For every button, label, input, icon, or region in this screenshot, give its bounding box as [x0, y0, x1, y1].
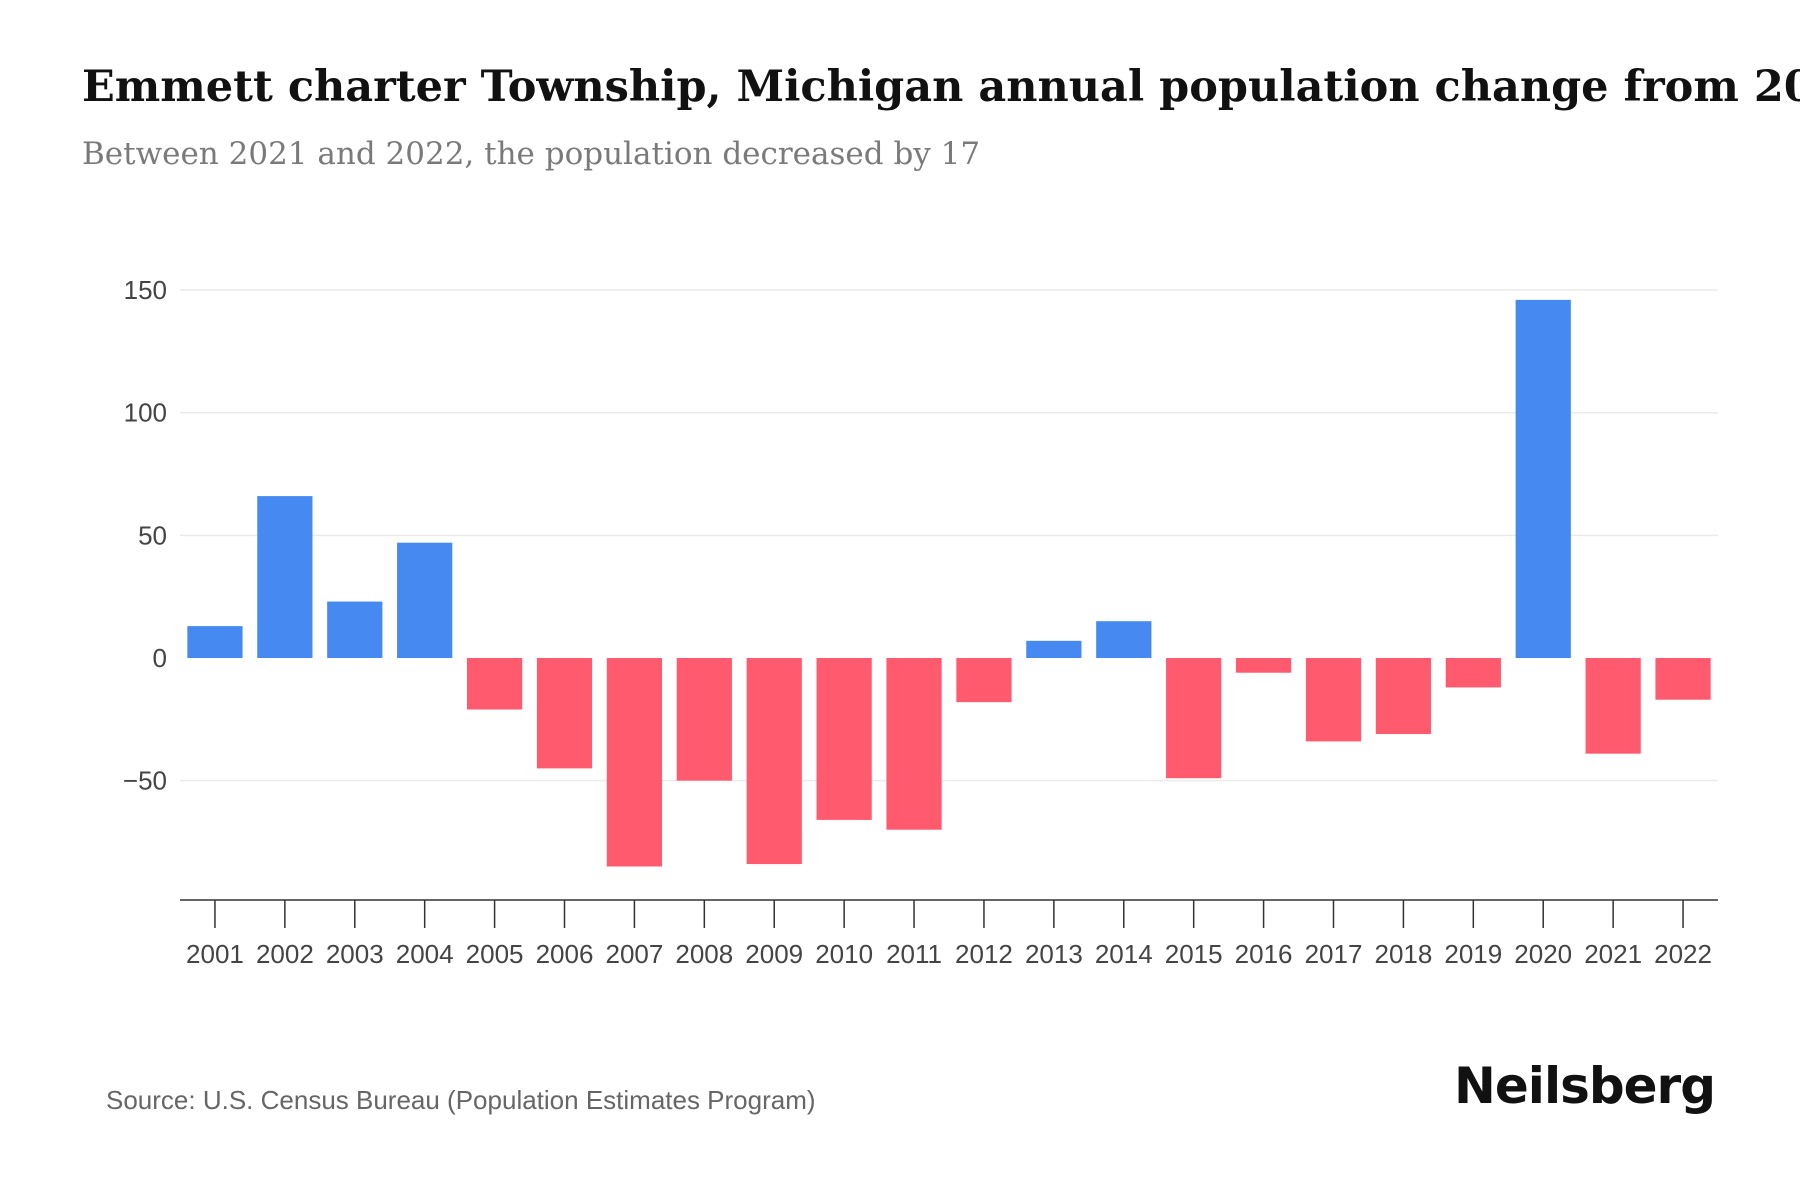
- x-tick-label: 2012: [955, 939, 1013, 969]
- y-tick-label: 100: [124, 398, 167, 428]
- bar-2006: [536, 658, 593, 769]
- chart-subtitle: Between 2021 and 2022, the population de…: [82, 136, 981, 172]
- x-tick-label: 2021: [1584, 939, 1642, 969]
- bar-2021: [1585, 658, 1641, 754]
- bars: [187, 299, 1711, 867]
- x-tick-label: 2003: [326, 939, 384, 969]
- bar-2011: [886, 658, 942, 830]
- bar-2012: [956, 658, 1012, 703]
- bar-2002: [257, 496, 313, 658]
- bar-2007: [606, 658, 663, 867]
- x-tick-label: 2013: [1025, 939, 1083, 969]
- x-tick-label: 2010: [815, 939, 873, 969]
- source-note: Source: U.S. Census Bureau (Population E…: [106, 1085, 816, 1115]
- brand-logo: Neilsberg: [1454, 1057, 1716, 1115]
- y-tick-label: −50: [123, 766, 167, 796]
- x-tick-label: 2014: [1095, 939, 1153, 969]
- bar-2008: [676, 658, 732, 781]
- x-tick-label: 2015: [1165, 939, 1223, 969]
- x-tick-label: 2019: [1444, 939, 1502, 969]
- bar-2015: [1166, 658, 1222, 779]
- x-tick-label: 2005: [466, 939, 524, 969]
- x-axis-labels: 2001 2002 2003 2004 2005 2006 2007 2008 2009 2010…: [186, 939, 1712, 969]
- bar-2017: [1305, 658, 1362, 742]
- bar-2003: [327, 601, 383, 658]
- x-tick-label: 2008: [675, 939, 733, 969]
- x-axis: [180, 899, 1718, 928]
- gridlines: [180, 289, 1718, 782]
- bar-2020: [1515, 299, 1571, 658]
- x-tick-label: 2001: [186, 939, 244, 969]
- bar-2018: [1375, 658, 1432, 735]
- x-tick-label: 2007: [605, 939, 663, 969]
- x-tick-label: 2022: [1654, 939, 1712, 969]
- bar-2004: [397, 542, 453, 658]
- x-tick-label: 2004: [396, 939, 454, 969]
- x-tick-label: 2009: [745, 939, 803, 969]
- bar-2010: [816, 658, 872, 820]
- bar-2001: [187, 626, 243, 658]
- x-tick-label: 2016: [1235, 939, 1293, 969]
- bar-2014: [1096, 621, 1152, 658]
- bar-2013: [1026, 640, 1082, 658]
- bar-2005: [466, 658, 523, 710]
- y-tick-label: 150: [124, 275, 167, 305]
- x-tick-label: 2002: [256, 939, 314, 969]
- y-axis-labels: 150 100 50 0 −50: [123, 275, 167, 796]
- bar-2019: [1445, 658, 1501, 688]
- bar-2016: [1235, 658, 1292, 673]
- x-tick-label: 2006: [536, 939, 594, 969]
- y-tick-label: 0: [153, 643, 167, 673]
- y-tick-label: 50: [138, 520, 167, 550]
- bar-2009: [746, 658, 802, 865]
- x-tick-label: 2020: [1514, 939, 1572, 969]
- x-tick-label: 2017: [1305, 939, 1363, 969]
- bar-2022: [1655, 658, 1711, 700]
- x-tick-label: 2011: [886, 939, 942, 969]
- chart-title: Emmett charter Township, Michigan annual…: [82, 62, 1800, 112]
- x-tick-label: 2018: [1374, 939, 1432, 969]
